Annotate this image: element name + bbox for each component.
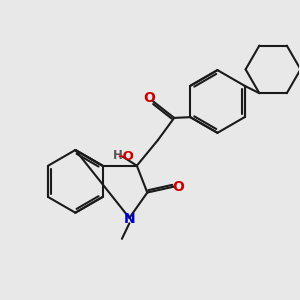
Text: O: O (144, 91, 156, 105)
Text: -O: -O (117, 150, 134, 163)
Text: N: N (124, 212, 135, 226)
Text: H: H (112, 149, 122, 162)
Text: O: O (173, 180, 184, 194)
